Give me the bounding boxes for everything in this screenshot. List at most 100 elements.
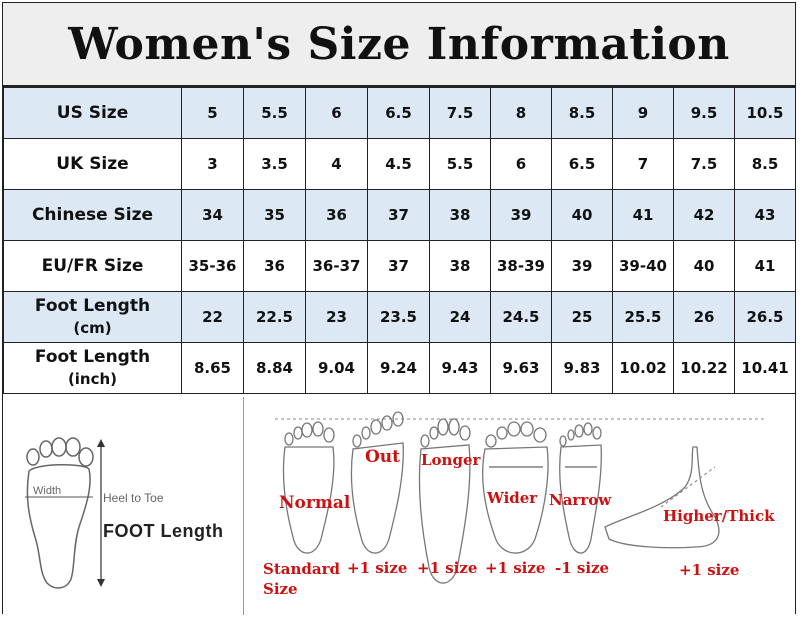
row-label-text: Chinese Size [31, 205, 154, 225]
table-cell: 40 [551, 189, 613, 241]
table-cell: 24 [429, 291, 491, 343]
table-cell: 10.22 [673, 342, 735, 394]
advice-narrow: -1 size [555, 559, 610, 577]
table-cell: 9.43 [429, 342, 491, 394]
table-cell: 26.5 [734, 291, 796, 343]
table-cell: 35-36 [181, 240, 244, 292]
table-cell: 3.5 [243, 138, 306, 190]
row-label: EU/FR Size [3, 240, 182, 292]
table-cell: 9 [612, 87, 674, 139]
table-cell: 7 [612, 138, 674, 190]
table-cell: 36-37 [305, 240, 368, 292]
table-cell: 7.5 [429, 87, 491, 139]
table-cell: 40 [673, 240, 735, 292]
table-cell: 9.24 [367, 342, 430, 394]
row-label-unit: (inch) [67, 370, 118, 388]
table-cell: 5.5 [243, 87, 306, 139]
table-cell: 26 [673, 291, 735, 343]
table-cell: 6 [490, 138, 552, 190]
table-cell: 6.5 [551, 138, 613, 190]
table-row: US Size 5 5.5 6 6.5 7.5 8 8.5 9 9.5 10.5 [3, 87, 796, 139]
table-cell: 36 [305, 189, 368, 241]
table-cell: 4.5 [367, 138, 430, 190]
table-row: EU/FR Size 35-36 36 36-37 37 38 38-39 39 39-40 40… [3, 240, 796, 292]
foot-type-longer: Longer [421, 451, 481, 469]
row-label-text: US Size [56, 103, 129, 123]
table-cell: 39 [551, 240, 613, 292]
foot-type-out: Out [365, 447, 401, 467]
table-cell: 42 [673, 189, 735, 241]
row-label: Chinese Size [3, 189, 182, 241]
foot-types-panel: Normal Out Longer Wider Narrow Higher/Th… [245, 397, 795, 615]
size-table: US Size 5 5.5 6 6.5 7.5 8 8.5 9 9.5 10.5 UK Size 3 3.… [3, 87, 796, 394]
page-title: Women's Size Information [68, 18, 730, 70]
advice-higher-thick: +1 size [679, 561, 740, 579]
table-cell: 10.02 [612, 342, 674, 394]
table-cell: 7.5 [673, 138, 735, 190]
advice-wider: +1 size [485, 559, 546, 577]
table-row: Chinese Size 34 35 36 37 38 39 40 41 42 43 [3, 189, 796, 241]
table-row: Foot Length (cm) 22 22.5 23 23.5 24 24.5 25 25.5 2… [3, 291, 796, 343]
foot-guide-section: Width Heel to Toe FOOT Length [3, 397, 795, 615]
row-label-text: UK Size [56, 154, 129, 174]
table-cell: 9.63 [490, 342, 552, 394]
row-label: Foot Length (cm) [3, 291, 182, 343]
table-cell: 3 [181, 138, 244, 190]
row-label: US Size [3, 87, 182, 139]
row-label-text: Foot Length [34, 296, 151, 316]
table-cell: 38-39 [490, 240, 552, 292]
table-cell: 9.5 [673, 87, 735, 139]
table-cell: 39 [490, 189, 552, 241]
table-cell: 37 [367, 189, 430, 241]
foot-types-illustration [275, 411, 765, 584]
table-cell: 39-40 [612, 240, 674, 292]
table-cell: 8 [490, 87, 552, 139]
advice-longer: +1 size [417, 559, 478, 577]
table-cell: 22 [181, 291, 244, 343]
foot-measure-diagram: Width Heel to Toe FOOT Length [3, 397, 243, 615]
advice-out: +1 size [347, 559, 408, 577]
title-bar: Women's Size Information [3, 3, 795, 87]
table-cell: 6.5 [367, 87, 430, 139]
table-cell: 24.5 [490, 291, 552, 343]
row-label-unit: (cm) [73, 319, 112, 337]
divider [243, 397, 244, 615]
table-cell: 6 [305, 87, 368, 139]
table-cell: 23.5 [367, 291, 430, 343]
table-cell: 9.83 [551, 342, 613, 394]
row-label-text: Foot Length [34, 347, 151, 367]
foot-length-label: FOOT Length [103, 521, 224, 541]
table-cell: 23 [305, 291, 368, 343]
foot-type-wider: Wider [487, 489, 538, 507]
table-cell: 8.5 [551, 87, 613, 139]
table-cell: 25 [551, 291, 613, 343]
advice-normal: Standard Size [263, 560, 340, 598]
table-cell: 8.84 [243, 342, 306, 394]
row-label: UK Size [3, 138, 182, 190]
row-label: Foot Length (inch) [3, 342, 182, 394]
table-cell: 9.04 [305, 342, 368, 394]
table-cell: 35 [243, 189, 306, 241]
table-cell: 36 [243, 240, 306, 292]
table-cell: 38 [429, 240, 491, 292]
table-cell: 41 [612, 189, 674, 241]
table-cell: 38 [429, 189, 491, 241]
foot-outline-icon [25, 437, 105, 589]
foot-type-narrow: Narrow [549, 491, 612, 509]
table-cell: 4 [305, 138, 368, 190]
table-cell: 43 [734, 189, 796, 241]
table-cell: 25.5 [612, 291, 674, 343]
table-row: Foot Length (inch) 8.65 8.84 9.04 9.24 9.43 9.6… [3, 342, 796, 394]
table-cell: 34 [181, 189, 244, 241]
table-cell: 10.41 [734, 342, 796, 394]
table-cell: 41 [734, 240, 796, 292]
row-label-text: EU/FR Size [41, 256, 144, 276]
table-cell: 8.5 [734, 138, 796, 190]
foot-type-normal: Normal [279, 493, 351, 513]
foot-type-higher-thick: Higher/Thick [663, 507, 775, 525]
table-cell: 5.5 [429, 138, 491, 190]
width-label: Width [33, 485, 62, 497]
table-cell: 5 [181, 87, 244, 139]
table-cell: 10.5 [734, 87, 796, 139]
